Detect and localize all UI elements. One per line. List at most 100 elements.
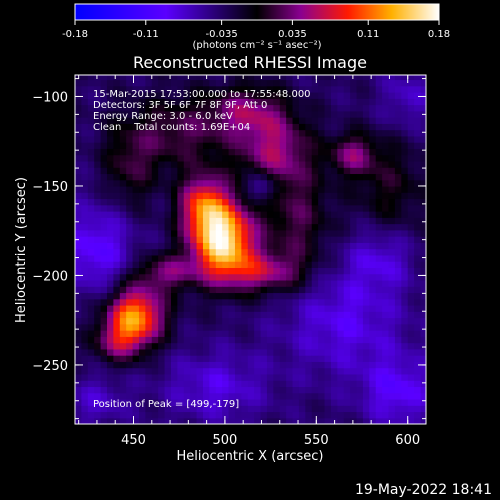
heatmap-cell xyxy=(414,148,422,156)
heatmap-cell xyxy=(196,367,204,375)
heatmap-cell xyxy=(394,85,402,93)
heatmap-cell xyxy=(388,79,396,87)
heatmap-cell xyxy=(382,267,390,275)
heatmap-cell xyxy=(164,185,172,193)
heatmap-cell xyxy=(286,267,294,275)
heatmap-cell xyxy=(164,129,172,137)
heatmap-cell xyxy=(343,304,351,312)
heatmap-cell xyxy=(138,148,146,156)
heatmap-cell xyxy=(241,192,249,200)
heatmap-cell xyxy=(356,92,364,99)
heatmap-cell xyxy=(362,286,370,294)
heatmap-cell xyxy=(196,311,204,319)
heatmap-cell xyxy=(273,98,281,106)
heatmap-cell xyxy=(343,411,351,419)
heatmap-cell xyxy=(337,342,345,350)
heatmap-cell xyxy=(145,167,153,175)
heatmap-cell xyxy=(228,129,236,137)
heatmap-cell xyxy=(356,75,364,81)
heatmap-cell xyxy=(158,267,166,275)
heatmap-cell xyxy=(286,229,294,237)
heatmap-cell xyxy=(94,373,102,381)
heatmap-cell xyxy=(158,248,166,256)
heatmap-cell xyxy=(247,292,255,300)
chart-title: Reconstructed RHESSI Image xyxy=(133,53,367,72)
heatmap-cell xyxy=(286,135,294,143)
heatmap-cell xyxy=(266,248,274,256)
heatmap-cell xyxy=(164,273,172,281)
heatmap-cell xyxy=(145,348,153,356)
heatmap-cell xyxy=(119,92,127,99)
heatmap-cell xyxy=(183,273,191,281)
heatmap-cell xyxy=(247,248,255,256)
heatmap-cell xyxy=(311,248,319,256)
heatmap-cell xyxy=(375,192,383,200)
heatmap-cell xyxy=(164,304,172,312)
heatmap-cell xyxy=(337,79,345,87)
heatmap-cell xyxy=(375,411,383,419)
x-tick-label: 500 xyxy=(212,433,237,448)
heatmap-cell xyxy=(81,367,89,375)
heatmap-cell xyxy=(286,342,294,350)
heatmap-cell xyxy=(286,223,294,231)
heatmap-cell xyxy=(305,242,313,250)
heatmap-cell xyxy=(375,129,383,137)
heatmap-cell xyxy=(119,317,127,325)
heatmap-cell xyxy=(292,373,300,381)
heatmap-cell xyxy=(350,342,358,350)
heatmap-cell xyxy=(330,286,338,294)
heatmap-cell xyxy=(119,292,127,300)
y-axis: −100−150−200−250 xyxy=(32,78,426,420)
heatmap-cell xyxy=(164,204,172,212)
heatmap-cell xyxy=(190,361,198,369)
heatmap-cell xyxy=(170,336,178,344)
heatmap-cell xyxy=(286,386,294,394)
heatmap-cell xyxy=(266,398,274,406)
heatmap-cell xyxy=(183,398,191,406)
heatmap-cell xyxy=(228,317,236,325)
heatmap-cell xyxy=(414,167,422,175)
heatmap-cell xyxy=(190,211,198,218)
heatmap-cell xyxy=(279,123,287,131)
heatmap-cell xyxy=(202,79,210,87)
heatmap-cell xyxy=(394,405,402,413)
heatmap-cell xyxy=(209,211,217,218)
heatmap-cell xyxy=(394,361,402,369)
heatmap-cell xyxy=(138,336,146,344)
heatmap-cell xyxy=(369,417,377,424)
heatmap-cell xyxy=(234,380,242,388)
heatmap-cell xyxy=(183,135,191,143)
heatmap-cell xyxy=(126,304,134,312)
heatmap-cell xyxy=(183,104,191,112)
heatmap-cell xyxy=(401,79,409,87)
heatmap-cell xyxy=(228,392,236,400)
heatmap-cell xyxy=(183,392,191,400)
heatmap-cell xyxy=(196,104,204,112)
heatmap-cell xyxy=(119,142,127,149)
heatmap-cell xyxy=(305,373,313,381)
heatmap-cell xyxy=(260,185,268,193)
heatmap-cell xyxy=(158,317,166,325)
heatmap-cell xyxy=(260,98,268,106)
heatmap-cell xyxy=(394,279,402,287)
heatmap-cell xyxy=(196,223,204,231)
heatmap-cell xyxy=(234,279,242,287)
heatmap-cell xyxy=(356,117,364,124)
heatmap-cell xyxy=(318,336,326,344)
heatmap-cell xyxy=(298,273,306,281)
heatmap-cell xyxy=(286,104,294,112)
heatmap-cell xyxy=(209,386,217,394)
heatmap-cell xyxy=(324,85,332,93)
heatmap-cell xyxy=(100,248,108,256)
heatmap-cell xyxy=(247,317,255,325)
heatmap-cell xyxy=(75,398,82,406)
heatmap-cell xyxy=(183,279,191,287)
heatmap-cell xyxy=(279,192,287,200)
heatmap-cell xyxy=(369,123,377,131)
heatmap-cell xyxy=(407,135,415,143)
heatmap-cell xyxy=(382,104,390,112)
heatmap-cell xyxy=(215,117,223,124)
heatmap-cell xyxy=(266,273,274,281)
heatmap-cell xyxy=(292,386,300,394)
heatmap-cell xyxy=(260,217,268,225)
